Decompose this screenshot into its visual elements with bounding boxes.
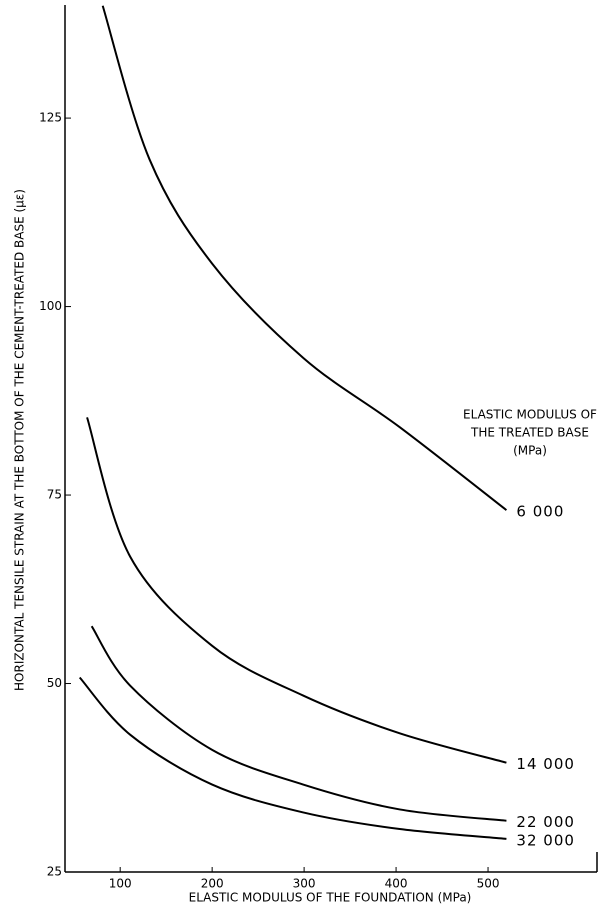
legend-title: ELASTIC MODULUS OF bbox=[463, 408, 597, 422]
y-tick-label: 50 bbox=[47, 676, 62, 690]
curve-label: 14 000 bbox=[516, 755, 575, 773]
curve bbox=[78, 676, 507, 840]
x-tick-label: 200 bbox=[201, 877, 224, 891]
y-tick-label: 125 bbox=[39, 111, 62, 125]
curve bbox=[90, 625, 507, 822]
curve-label: 6 000 bbox=[516, 503, 564, 521]
legend-title: THE TREATED BASE bbox=[470, 426, 589, 440]
x-tick-label: 300 bbox=[293, 877, 316, 891]
curve bbox=[101, 5, 508, 511]
x-axis-label: ELASTIC MODULUS OF THE FOUNDATION (MPa) bbox=[189, 891, 472, 905]
legend-title: (MPa) bbox=[513, 444, 547, 458]
y-tick-label: 75 bbox=[47, 488, 62, 502]
y-tick-label: 25 bbox=[47, 865, 62, 879]
curve-label: 32 000 bbox=[516, 831, 575, 849]
x-tick-label: 500 bbox=[477, 877, 500, 891]
curve-label: 22 000 bbox=[516, 813, 575, 831]
x-tick-label: 100 bbox=[109, 877, 132, 891]
x-tick-label: 400 bbox=[385, 877, 408, 891]
y-axis-label: HORIZONTAL TENSILE STRAIN AT THE BOTTOM … bbox=[13, 189, 27, 691]
y-tick-label: 100 bbox=[39, 299, 62, 313]
curve bbox=[86, 417, 507, 764]
